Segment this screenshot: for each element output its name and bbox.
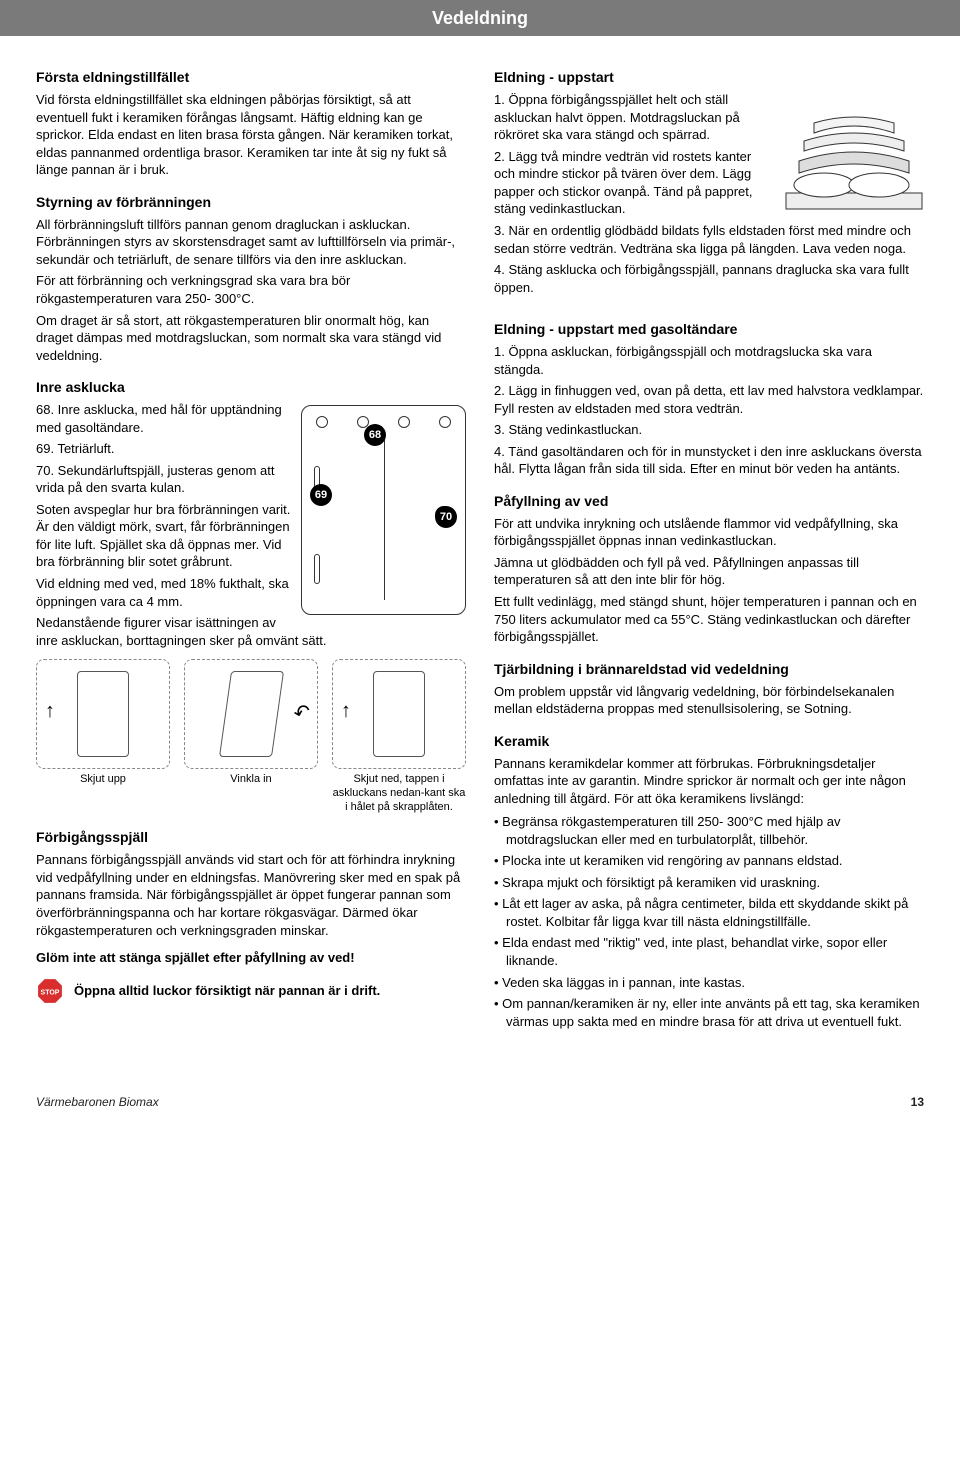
gasol-step-4: 4. Tänd gasoltändaren och för in munstyc… [494,443,924,478]
para-combustion-1: All förbränningsluft tillförs pannan gen… [36,216,466,269]
right-column: Eldning - uppstart 1. Öppna förbigångssp… [494,54,924,1034]
ceramic-bullet: Låt ett lager av aska, på några centimet… [494,895,924,930]
para-refuel-3: Ett fullt vedinlägg, med stängd shunt, h… [494,593,924,646]
caption-step-1: Skjut upp [36,773,170,787]
startup-step-4: 4. Stäng asklucka och förbigångsspjäll, … [494,261,924,296]
heading-tar: Tjärbildning i brännareldstad vid vedeld… [494,660,924,679]
heading-startup: Eldning - uppstart [494,68,924,87]
heading-bypass-damper: Förbigångsspjäll [36,828,466,847]
footer-page-number: 13 [911,1094,924,1110]
page-body: Första eldningstillfället Vid första eld… [0,54,960,1140]
ceramic-bullet: Om pannan/keramiken är ny, eller inte an… [494,995,924,1030]
startup-step-3: 3. När en ordentlig glödbädd bildats fyl… [494,222,924,257]
para-ceramic-intro: Pannans keramikdelar kommer att förbruka… [494,755,924,808]
ceramic-bullet: Elda endast med "riktig" ved, inte plast… [494,934,924,969]
heading-ceramic: Keramik [494,732,924,751]
ceramic-bullet-list: Begränsa rökgastemperaturen till 250- 30… [494,813,924,1030]
left-column: Första eldningstillfället Vid första eld… [36,54,466,1034]
ceramic-bullet: Skrapa mjukt och försiktigt på keramiken… [494,874,924,892]
para-inre-figures: Nedanstående figurer visar isättningen a… [36,614,466,649]
callout-68: 68 [364,424,386,446]
caption-step-2: Vinkla in [184,773,318,787]
gasol-step-1: 1. Öppna askluckan, förbigångsspjäll och… [494,343,924,378]
gasol-step-3: 3. Stäng vedinkastluckan. [494,421,924,439]
three-step-diagrams: ↑ Skjut upp ↶ Vinkla in ↓ Skjut ned, tap… [36,659,466,814]
page-footer: Värmebaronen Biomax 13 [36,1094,924,1110]
para-combustion-2: För att förbränning och verkningsgrad sk… [36,272,466,307]
heading-combustion-control: Styrning av förbränningen [36,193,466,212]
callout-69: 69 [310,484,332,506]
para-tar: Om problem uppstår vid långvarig vedeldn… [494,683,924,718]
para-refuel-1: För att undvika inrykning och utslående … [494,515,924,550]
warning-row: STOP Öppna alltid luckor försiktigt när … [36,977,466,1005]
para-first-fire: Vid första eldningstillfället ska eldnin… [36,91,466,179]
para-dont-forget: Glöm inte att stänga spjället efter påfy… [36,949,466,967]
para-combustion-3: Om draget är så stort, att rökgastempera… [36,312,466,365]
firebox-illustration [784,93,924,213]
stop-icon: STOP [36,977,64,1005]
diagram-step-3: ↓ [332,659,466,769]
para-bypass-damper: Pannans förbigångsspjäll används vid sta… [36,851,466,939]
caption-step-3: Skjut ned, tappen i askluckans nedan-kan… [332,773,466,814]
diagram-step-1: ↑ [36,659,170,769]
ceramic-bullet: Plocka inte ut keramiken vid rengöring a… [494,852,924,870]
diagram-step-2: ↶ [184,659,318,769]
ceramic-bullet: Veden ska läggas in i pannan, inte kasta… [494,974,924,992]
heading-refuel: Påfyllning av ved [494,492,924,511]
para-refuel-2: Jämna ut glödbädden och fyll på ved. Påf… [494,554,924,589]
ashdoor-diagram: 68 69 70 [301,405,466,615]
svg-text:STOP: STOP [41,989,60,996]
heading-gas-lighter: Eldning - uppstart med gasoltändare [494,320,924,339]
callout-70: 70 [435,506,457,528]
heading-inner-ashdoor: Inre asklucka [36,378,466,397]
title-band: Vedeldning [0,0,960,36]
gasol-step-2: 2. Lägg in finhuggen ved, ovan på detta,… [494,382,924,417]
footer-brand: Värmebaronen Biomax [36,1094,159,1110]
warning-text: Öppna alltid luckor försiktigt när panna… [74,982,380,1000]
heading-first-fire: Första eldningstillfället [36,68,466,87]
ceramic-bullet: Begränsa rökgastemperaturen till 250- 30… [494,813,924,848]
